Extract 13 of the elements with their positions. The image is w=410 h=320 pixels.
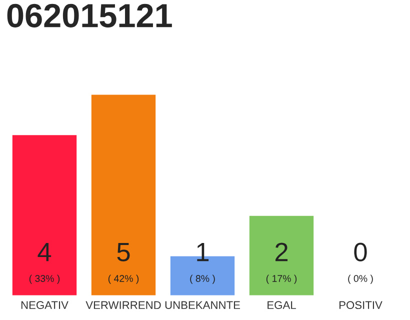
x-tick-label: UNBEKANNTE bbox=[165, 301, 240, 310]
x-tick-label: EGAL bbox=[268, 301, 296, 310]
bar bbox=[248, 214, 315, 296]
x-tick-label: NEGATIV bbox=[21, 301, 68, 310]
bar bbox=[90, 94, 157, 296]
data-label: 0 ( 0% ) bbox=[348, 242, 373, 284]
data-label: 5 ( 42% ) bbox=[108, 243, 139, 284]
bar bbox=[11, 134, 78, 296]
data-label: 2 ( 17% ) bbox=[266, 242, 297, 284]
data-label: 4 ( 33% ) bbox=[29, 243, 60, 284]
x-tick-label: VERWIRREND bbox=[86, 301, 161, 309]
x-tick-label: POSITIV bbox=[339, 301, 382, 310]
chart-title: 062015121 bbox=[7, 4, 172, 28]
